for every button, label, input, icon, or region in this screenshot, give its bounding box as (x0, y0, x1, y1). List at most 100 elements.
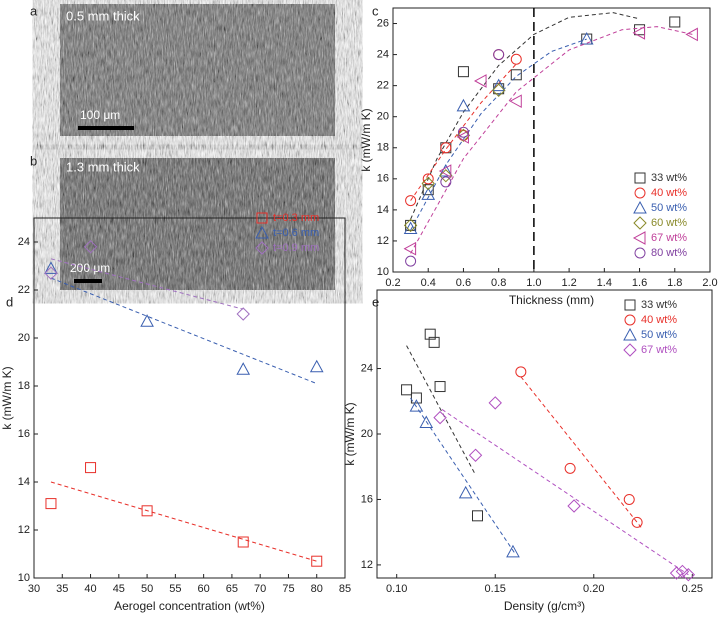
legend-marker (623, 343, 637, 357)
image-caption: 0.5 mm thick (66, 8, 140, 23)
y-tick-label: 20 (18, 332, 30, 344)
point (493, 49, 505, 61)
x-tick-label: 0.2 (385, 277, 400, 289)
x-tick-label: 80 (311, 583, 323, 595)
point (579, 32, 594, 45)
legend-marker (633, 200, 647, 214)
x-tick-label: 0.4 (421, 277, 436, 289)
y-tick-label: 24 (377, 48, 389, 60)
legend-label: 50 wt% (651, 202, 687, 214)
point (237, 536, 249, 548)
point (456, 98, 471, 112)
legend-marker (623, 327, 637, 341)
y-tick-label: 24 (361, 362, 373, 374)
fit-line (50, 277, 317, 385)
point (438, 164, 453, 177)
point (669, 566, 684, 580)
chart-d: d 30 35 40 45 50 55 60 65 70 75 80 85 10 12 14 16 18 20 22 2… (0, 212, 351, 613)
point (45, 498, 57, 510)
legend-marker (634, 247, 646, 259)
x-axis-title: Thickness (mm) (509, 293, 594, 307)
x-tick-label: 65 (226, 583, 238, 595)
point (311, 555, 323, 567)
image-a: a 0.5 mm thick 100 μm (30, 3, 335, 136)
x-tick-label: 70 (254, 583, 266, 595)
legend-marker (624, 314, 636, 326)
x-tick-label: 2.0 (702, 277, 717, 289)
y-axis-title: k (mW/m K) (343, 402, 357, 465)
point (468, 448, 483, 462)
point (681, 568, 696, 582)
x-tick-label: 60 (198, 583, 210, 595)
point (440, 176, 452, 188)
y-tick-label: 26 (377, 17, 389, 29)
scale-bar-label: 200 μm (70, 261, 110, 275)
point (439, 169, 453, 183)
legend-marker (634, 172, 646, 184)
point (456, 130, 469, 144)
point (564, 462, 576, 474)
fit-line (410, 26, 693, 254)
x-axis-title: Aerogel concentration (wt%) (114, 599, 265, 613)
point (403, 218, 418, 233)
scale-bar-label: 100 μm (80, 108, 120, 122)
y-tick-label: 18 (18, 380, 30, 392)
legend-marker (255, 225, 269, 239)
point (433, 410, 447, 425)
legend-label: 80 wt% (651, 247, 687, 259)
legend-label: t=0.6 mm (273, 227, 319, 239)
panel-label: e (372, 294, 379, 309)
fit-line (410, 397, 516, 554)
fit-line (50, 258, 244, 310)
x-tick-label: 1.6 (632, 277, 647, 289)
y-tick-label: 14 (377, 204, 389, 216)
y-axis-title: k (mW/m K) (359, 108, 373, 171)
y-tick-label: 20 (361, 428, 373, 440)
y-tick-label: 12 (361, 559, 373, 571)
x-tick-label: 85 (339, 583, 351, 595)
panel-label: d (6, 294, 13, 309)
x-tick-label: 40 (84, 583, 96, 595)
plot-frame (392, 7, 711, 273)
x-tick-label: 0.25 (682, 583, 703, 595)
x-tick-label: 0.6 (456, 277, 471, 289)
x-tick-label: 0.15 (485, 583, 506, 595)
fit-line (410, 63, 517, 201)
point (401, 384, 413, 396)
legend-marker (633, 216, 647, 230)
point (685, 27, 698, 42)
legend-marker (632, 231, 646, 245)
point (488, 396, 502, 410)
fit-line (50, 481, 317, 562)
y-tick-label: 24 (18, 236, 30, 248)
scale-bar (78, 126, 134, 130)
x-tick-label: 55 (169, 583, 181, 595)
sem-texture (60, 4, 335, 136)
x-tick-label: 1.4 (597, 277, 612, 289)
point (457, 126, 469, 138)
legend-label: 40 wt% (641, 314, 677, 326)
point (434, 381, 446, 393)
y-tick-label: 12 (18, 524, 30, 536)
point (567, 499, 581, 513)
point (141, 505, 153, 517)
y-tick-label: 22 (18, 284, 30, 296)
point (632, 26, 646, 40)
legend-label: t=0.9 mm (273, 242, 319, 254)
point (421, 187, 436, 200)
x-tick-label: 45 (113, 583, 125, 595)
point (456, 128, 471, 143)
x-tick-label: 1.8 (667, 277, 682, 289)
point (458, 485, 473, 499)
point (438, 164, 452, 178)
point (515, 366, 527, 378)
point (405, 195, 417, 207)
point (506, 544, 520, 558)
point (309, 359, 324, 373)
point (424, 328, 436, 340)
legend-label: 40 wt% (651, 187, 687, 199)
point (44, 261, 58, 274)
point (236, 362, 251, 375)
point (675, 564, 690, 579)
